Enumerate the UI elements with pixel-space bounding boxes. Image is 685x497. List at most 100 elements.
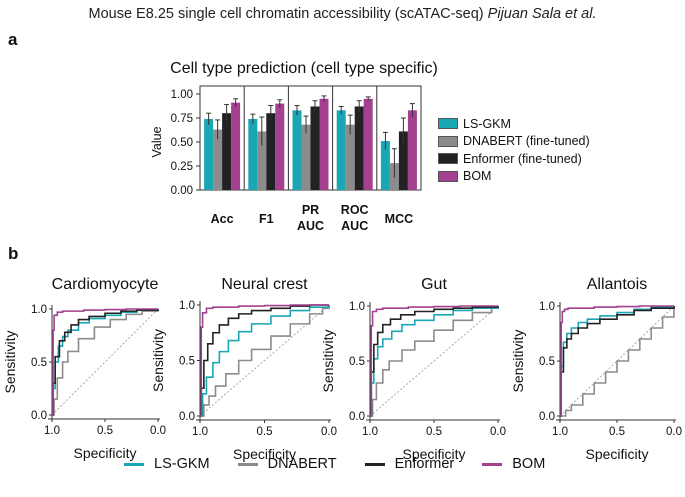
roc-y-tick-label: 0.5 <box>539 356 555 368</box>
bar <box>310 106 320 190</box>
legend-label: Enformer (fine-tuned) <box>463 151 582 166</box>
y-tick-label: 0.25 <box>171 161 193 173</box>
roc-x-tick-label: 1.0 <box>44 425 60 437</box>
category-label: AUC <box>297 219 324 233</box>
bar <box>363 98 373 190</box>
legend-swatch <box>438 153 458 165</box>
roc-x-tick-label: 0.0 <box>150 425 166 437</box>
roc-diagonal <box>369 305 499 417</box>
bar <box>231 102 241 190</box>
legend-label: Enformer <box>394 456 455 472</box>
bar <box>204 118 214 190</box>
legend-label: LS-GKM <box>154 456 210 472</box>
roc-diagonal <box>559 305 675 417</box>
category-label: ROC <box>341 203 369 217</box>
roc-y-tick-label: 0.0 <box>179 411 195 423</box>
roc-curve-bom <box>560 305 674 417</box>
y-tick-label: 1.00 <box>171 89 193 101</box>
roc-legend-item-bom: BOM <box>482 456 545 472</box>
roc-y-tick-label: 0.5 <box>179 356 195 368</box>
roc-x-tick-label: 0.5 <box>609 426 625 438</box>
roc-curve-dnabert <box>560 306 675 417</box>
roc-x-tick-label: 0.0 <box>321 426 337 438</box>
category-label: MCC <box>385 212 413 226</box>
legend-item-ls-gkm: LS-GKM <box>438 115 590 133</box>
category-label: PR <box>302 203 319 217</box>
bar <box>301 124 311 190</box>
bar <box>248 118 258 190</box>
roc-y-tick-label: 1.0 <box>539 301 555 313</box>
roc-curve-bom <box>200 304 329 417</box>
roc-legend-item-enformer: Enformer <box>364 456 455 472</box>
figure-title-authors: Pijuan Sala et al. <box>487 6 597 22</box>
roc-curve-dnabert <box>370 306 499 417</box>
panel-b-letter: b <box>8 244 19 263</box>
roc-x-axis-label: Specificity <box>73 445 136 461</box>
legend-line <box>482 462 503 466</box>
roc-legend: LS-GKM DNABERT Enformer BOM <box>124 456 545 472</box>
legend-swatch <box>438 118 458 130</box>
figure-title: Mouse E8.25 single cell chromatin access… <box>0 6 685 22</box>
roc-legend-item-ls-gkm: LS-GKM <box>124 456 210 472</box>
roc-y-tick-label: 0.0 <box>349 411 365 423</box>
roc-curve-enformer <box>370 306 499 417</box>
roc-x-tick-label: 1.0 <box>362 426 378 438</box>
bar <box>222 113 232 190</box>
legend-label: DNABERT <box>267 456 337 472</box>
bar <box>257 131 267 190</box>
roc-x-tick-label: 0.5 <box>257 426 273 438</box>
roc-curve-dnabert <box>52 309 159 416</box>
bar <box>398 131 408 190</box>
legend-item-dnabert: DNABERT (fine-tuned) <box>438 133 590 151</box>
roc-x-axis-label: Specificity <box>233 446 296 462</box>
legend-label: BOM <box>512 456 546 472</box>
category-label: Acc <box>211 212 234 226</box>
roc-diagonal <box>51 308 159 416</box>
roc-y-tick-label: 0.5 <box>349 356 365 368</box>
roc-x-tick-label: 0.5 <box>426 426 442 438</box>
roc-y-tick-label: 1.0 <box>179 300 195 312</box>
legend-item-enformer: Enformer (fine-tuned) <box>438 150 590 168</box>
bar <box>292 110 302 190</box>
roc-curve-enformer <box>52 309 159 416</box>
roc-curve-bom <box>52 308 158 416</box>
roc-title: Allantois <box>587 276 647 293</box>
roc-x-tick-label: 1.0 <box>192 426 208 438</box>
bar-chart-legend: LS-GKM DNABERT (fine-tuned) Enformer (fi… <box>438 115 590 185</box>
category-label: F1 <box>259 212 274 226</box>
roc-x-tick-label: 0.5 <box>97 425 113 437</box>
bar <box>266 113 276 190</box>
bar <box>407 110 417 190</box>
y-tick-label: 0.75 <box>171 113 193 125</box>
legend-swatch <box>438 170 458 182</box>
roc-curve-enformer <box>560 306 675 417</box>
bar-chart-title: Cell type prediction (cell type specific… <box>170 60 438 77</box>
roc-x-tick-label: 0.0 <box>490 426 506 438</box>
legend-label: LS-GKM <box>463 116 511 131</box>
bar <box>213 129 223 190</box>
bar <box>354 106 364 190</box>
roc-curve-ls-gkm <box>200 305 330 417</box>
roc-y-axis-label: Sensitivity <box>320 329 336 392</box>
y-axis-label: Value <box>150 126 164 157</box>
roc-legend-item-dnabert: DNABERT <box>237 456 337 472</box>
legend-line <box>237 462 258 466</box>
roc-y-axis-label: Sensitivity <box>150 329 166 392</box>
roc-title: Cardiomyocyte <box>52 276 159 293</box>
roc-y-tick-label: 1.0 <box>31 304 47 316</box>
roc-y-axis-label: Sensitivity <box>2 330 18 393</box>
roc-curve-dnabert <box>200 305 330 417</box>
roc-y-axis-label: Sensitivity <box>510 329 526 392</box>
roc-y-tick-label: 0.0 <box>539 411 555 423</box>
legend-swatch <box>438 135 458 147</box>
roc-x-tick-label: 0.0 <box>666 426 682 438</box>
legend-line <box>124 462 144 466</box>
roc-x-tick-label: 1.0 <box>552 426 568 438</box>
category-label: AUC <box>341 219 368 233</box>
roc-curve-bom <box>370 305 498 417</box>
bar <box>336 110 346 190</box>
y-tick-label: 0.50 <box>171 137 193 149</box>
roc-y-tick-label: 0.5 <box>31 357 47 369</box>
bar <box>319 98 329 190</box>
